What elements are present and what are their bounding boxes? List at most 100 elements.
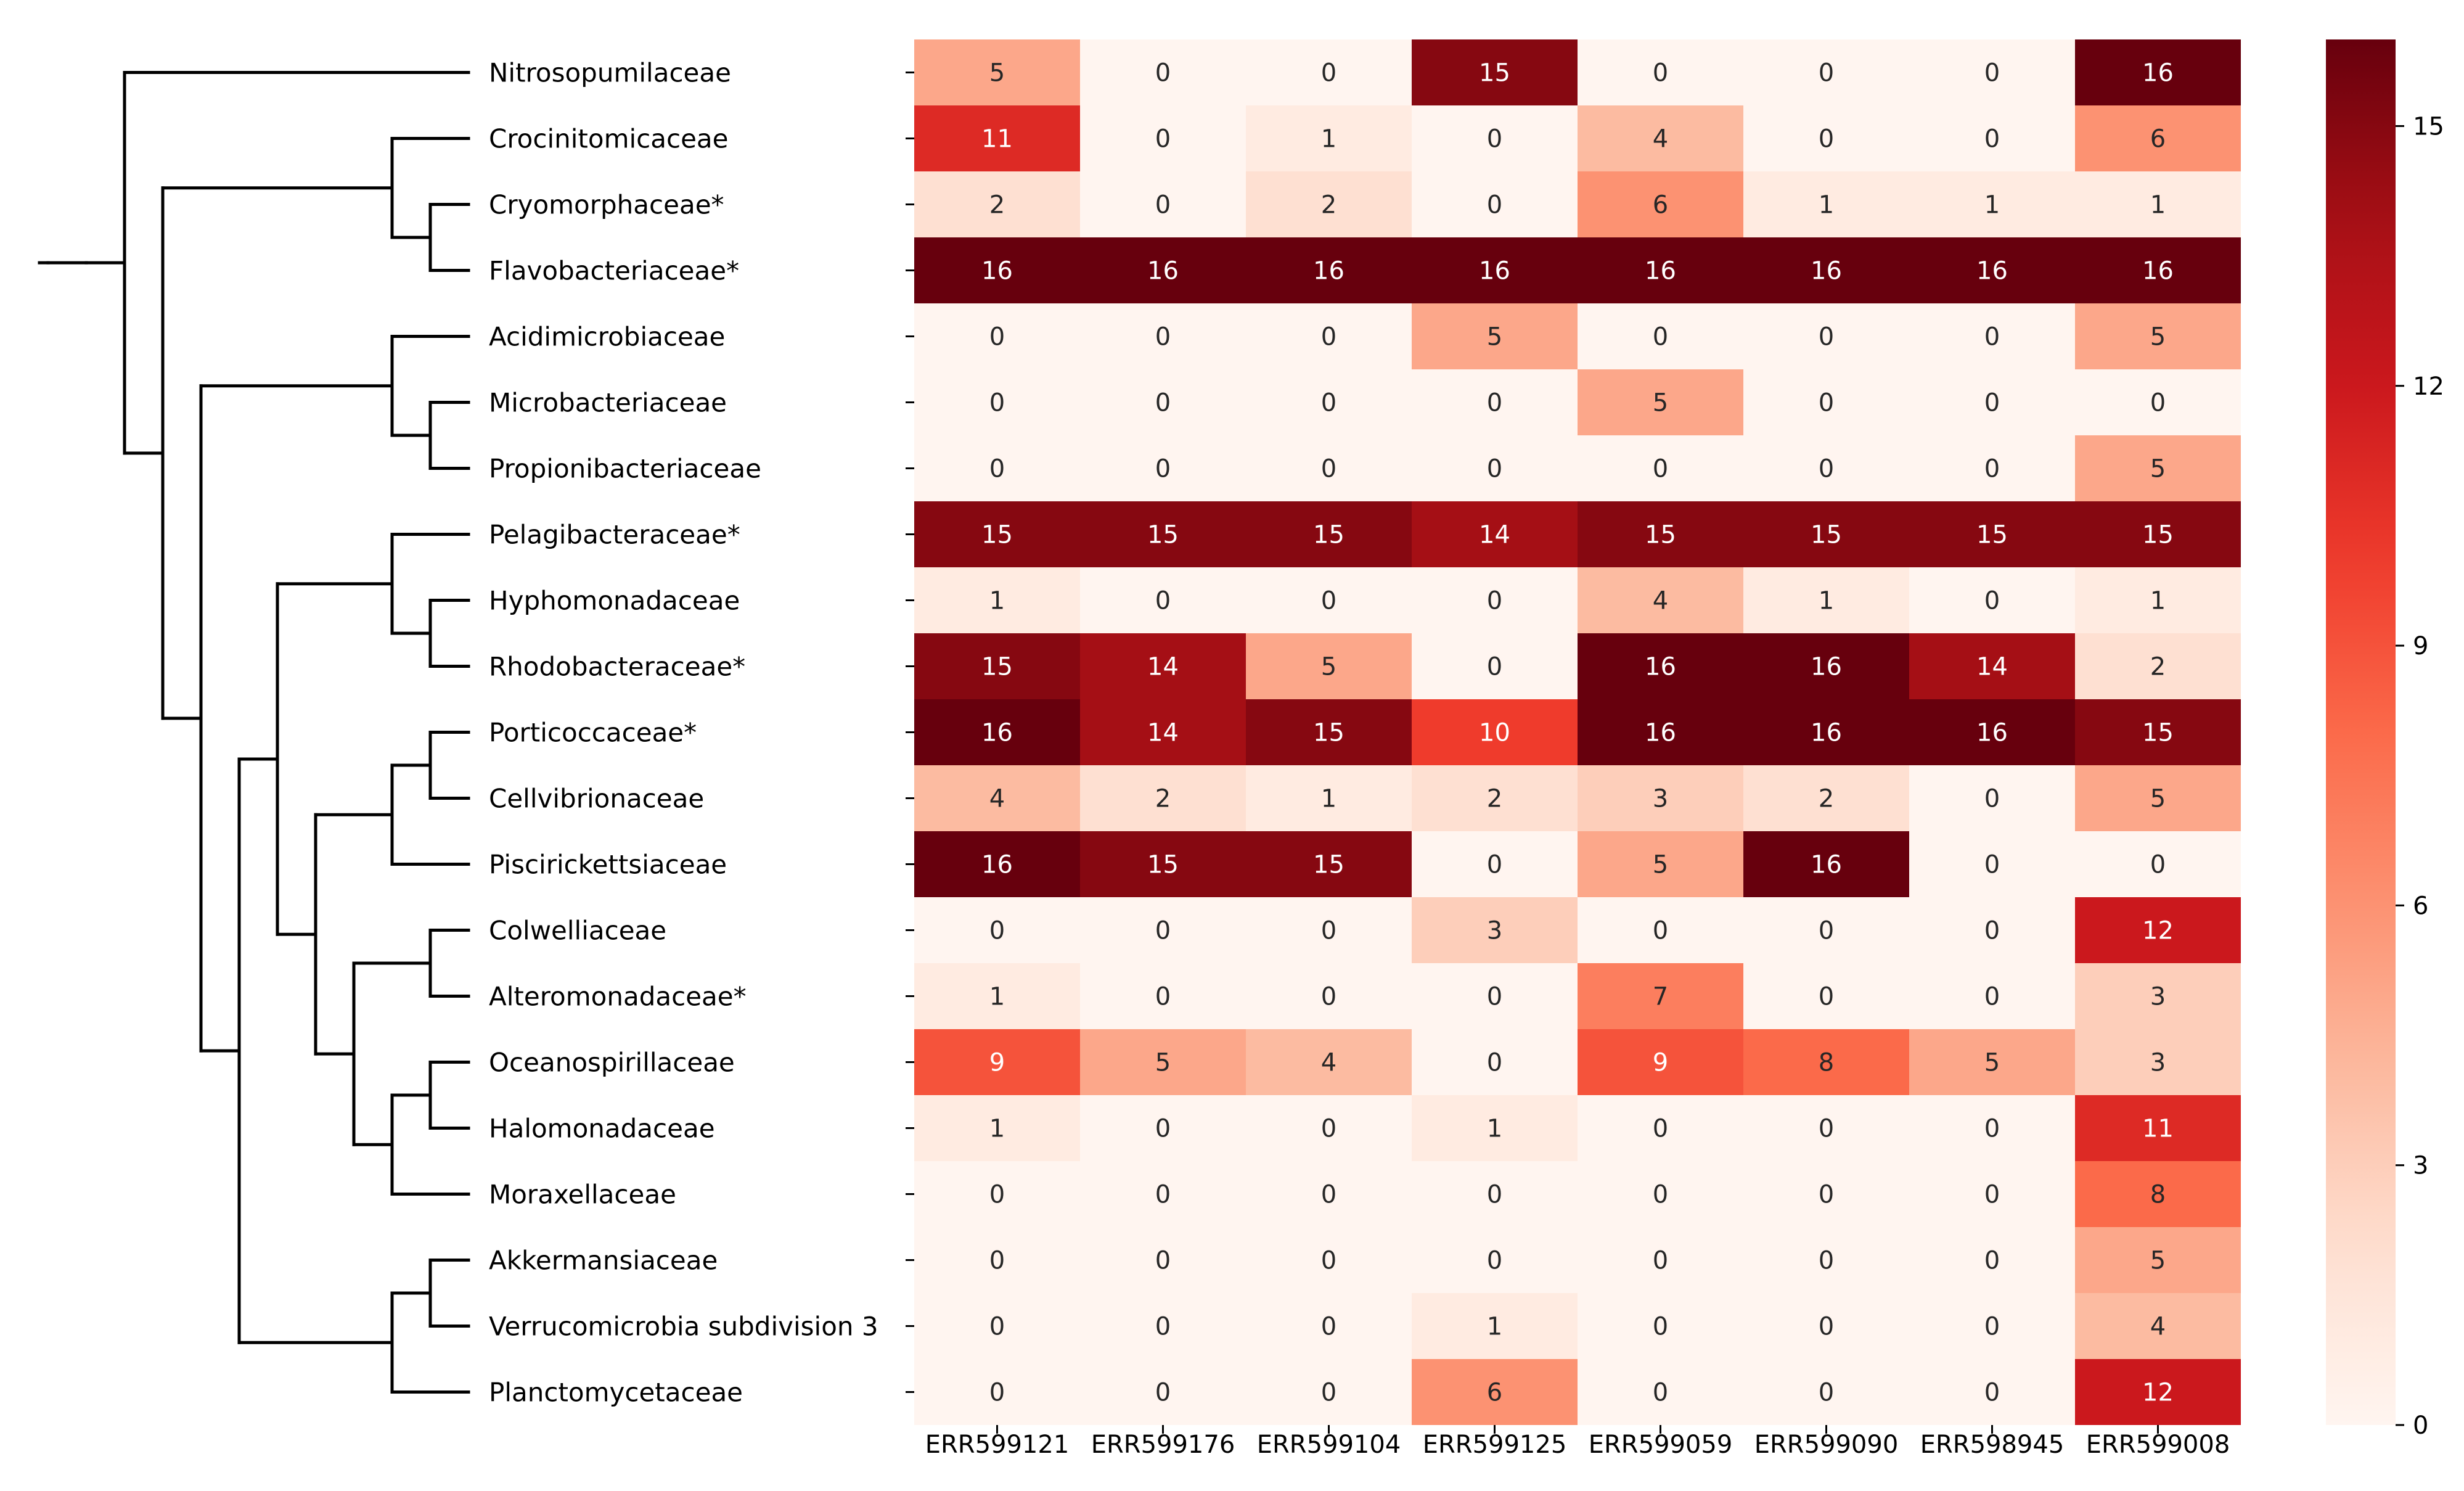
heatmap-cell	[1743, 1359, 1909, 1425]
cell-value-label: 0	[1487, 653, 1502, 681]
cell-value-label: 0	[1487, 1049, 1502, 1077]
heatmap-cell	[1578, 1359, 1743, 1425]
cell-value-label: 0	[1487, 983, 1502, 1011]
cell-value-label: 0	[989, 1313, 1005, 1341]
cell-value-label: 2	[1487, 785, 1502, 813]
cell-value-label: 15	[1479, 59, 1510, 88]
heatmap-cell	[2075, 501, 2241, 567]
cell-value-label: 15	[1313, 851, 1345, 879]
row-label: Nitrosopumilaceae	[489, 58, 731, 88]
cell-value-label: 5	[2150, 455, 2166, 483]
cell-value-label: 0	[1321, 983, 1336, 1011]
cell-value-label: 0	[989, 389, 1005, 417]
heatmap-cell	[914, 831, 1080, 897]
cell-value-label: 0	[1487, 1247, 1502, 1275]
heatmap-cell	[914, 303, 1080, 369]
heatmap-cell	[1412, 897, 1578, 963]
cell-value-label: 0	[1321, 1247, 1336, 1275]
cell-value-label: 1	[1487, 1313, 1502, 1341]
cell-value-label: 0	[1819, 1181, 1834, 1209]
cell-value-label: 12	[2142, 917, 2174, 945]
heatmap-cell	[2075, 171, 2241, 237]
cell-value-label: 0	[1321, 389, 1336, 417]
cell-value-label: 0	[1819, 455, 1834, 483]
cell-value-label: 0	[1984, 851, 2000, 879]
column-label: ERR599059	[1589, 1431, 1733, 1459]
cell-value-label: 16	[981, 851, 1013, 879]
heatmap-cell	[1412, 501, 1578, 567]
heatmap-cell	[1578, 1227, 1743, 1293]
heatmap-cell	[914, 765, 1080, 831]
cell-value-label: 4	[1653, 125, 1668, 154]
heatmap-cell	[914, 1095, 1080, 1161]
column-labels: ERR599121 ERR599176 ERR599104 ERR599125 ERR5…	[925, 1425, 2230, 1459]
colorbar-tick-label: 6	[2413, 892, 2428, 920]
cell-value-label: 1	[2150, 191, 2166, 220]
heatmap-cell	[914, 633, 1080, 699]
heatmap-cell	[1743, 1029, 1909, 1095]
heatmap-cell	[1743, 435, 1909, 501]
heatmap-cell	[914, 105, 1080, 171]
heatmap-cell	[1080, 567, 1246, 633]
heatmap-cell	[914, 699, 1080, 765]
heatmap-cell	[1080, 897, 1246, 963]
row-label: Rhodobacteraceae*	[489, 652, 745, 682]
heatmap-cell	[1412, 633, 1578, 699]
heatmap-cell	[1412, 699, 1578, 765]
heatmap-cell	[2075, 699, 2241, 765]
cell-value-label: 0	[1321, 1379, 1336, 1407]
cell-value-label: 15	[981, 521, 1013, 549]
heatmap-cell	[1080, 1293, 1246, 1359]
heatmap-cell	[1246, 1293, 1412, 1359]
heatmap-cell	[1080, 765, 1246, 831]
heatmap-cell	[1743, 303, 1909, 369]
cell-value-label: 1	[2150, 587, 2166, 615]
heatmap-cell	[1578, 171, 1743, 237]
heatmap-cell	[1080, 303, 1246, 369]
cell-value-label: 1	[989, 1115, 1005, 1143]
cell-value-label: 0	[1321, 1313, 1336, 1341]
cell-value-label: 6	[2150, 125, 2166, 154]
cell-value-label: 0	[1487, 851, 1502, 879]
heatmap-cell	[1743, 567, 1909, 633]
cell-value-label: 1	[1819, 191, 1834, 220]
cell-value-label: 16	[981, 719, 1013, 747]
heatmap-cell	[914, 1161, 1080, 1227]
heatmap-cell	[2075, 1293, 2241, 1359]
heatmap-cell	[1080, 105, 1246, 171]
heatmap-cell	[1909, 1293, 2075, 1359]
cell-value-label: 0	[1155, 59, 1171, 88]
heatmap-cell	[1909, 699, 2075, 765]
heatmap-cell	[1743, 1095, 1909, 1161]
cell-value-label: 0	[989, 1181, 1005, 1209]
cell-value-label: 15	[2142, 521, 2174, 549]
heatmap-cell	[1578, 435, 1743, 501]
cell-value-label: 9	[1653, 1049, 1668, 1077]
heatmap-cell	[914, 897, 1080, 963]
heatmap-cell	[1909, 435, 2075, 501]
heatmap-cell	[914, 567, 1080, 633]
cell-value-label: 0	[1984, 389, 2000, 417]
heatmap-cell	[1246, 897, 1412, 963]
cell-value-label: 0	[1155, 191, 1171, 220]
heatmap-cell	[2075, 567, 2241, 633]
heatmap-cell	[1578, 831, 1743, 897]
cell-value-label: 0	[1155, 587, 1171, 615]
cell-value-label: 0	[1155, 917, 1171, 945]
cell-value-label: 15	[1313, 719, 1345, 747]
cell-value-label: 0	[1984, 125, 2000, 154]
cell-value-label: 11	[981, 125, 1013, 154]
heatmap-cell	[1246, 501, 1412, 567]
heatmap-cell	[1412, 171, 1578, 237]
heatmap-cell	[1246, 963, 1412, 1029]
cell-value-label: 15	[981, 653, 1013, 681]
cell-value-label: 16	[1645, 719, 1676, 747]
heatmap-cell	[1080, 369, 1246, 435]
heatmap-cell	[1412, 765, 1578, 831]
heatmap-cell	[1578, 501, 1743, 567]
heatmap-cell	[2075, 633, 2241, 699]
cell-value-label: 0	[1819, 323, 1834, 351]
cell-value-label: 0	[1984, 1115, 2000, 1143]
cell-value-label: 0	[1984, 59, 2000, 88]
cell-value-label: 3	[1653, 785, 1668, 813]
